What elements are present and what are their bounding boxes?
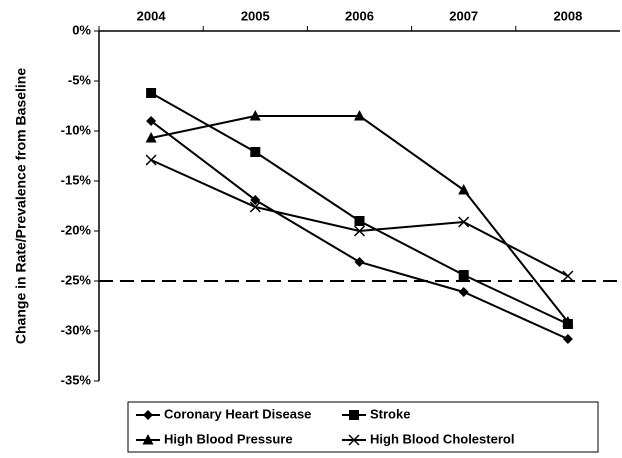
marker (458, 287, 469, 297)
legend-box (127, 401, 599, 453)
y-axis-label: Change in Rate/Prevalence from Baseline (13, 68, 29, 344)
x-tick-label: 2006 (345, 8, 374, 23)
marker (145, 132, 157, 143)
marker (562, 334, 573, 344)
marker (250, 195, 261, 205)
marker (349, 410, 359, 420)
marker (353, 225, 366, 237)
marker (354, 216, 365, 226)
marker (249, 110, 261, 121)
marker (249, 201, 261, 213)
legend-label: Coronary Heart Disease (164, 406, 311, 421)
marker (458, 270, 469, 280)
legend-label: Stroke (370, 406, 410, 421)
marker (458, 184, 470, 195)
y-tick-label: -35% (61, 372, 92, 387)
marker (458, 216, 470, 228)
marker (146, 116, 157, 126)
marker (145, 154, 157, 166)
marker (143, 410, 153, 420)
y-tick-label: -5% (68, 72, 92, 87)
marker (354, 110, 365, 121)
legend-label: High Blood Pressure (164, 431, 293, 446)
x-tick-label: 2007 (449, 8, 478, 23)
x-tick-label: 2005 (241, 8, 270, 23)
y-tick-label: -30% (61, 322, 92, 337)
y-tick-label: -10% (61, 122, 92, 137)
legend-label: High Blood Cholesterol (370, 431, 514, 446)
x-tick-label: 2008 (553, 8, 582, 23)
y-tick-label: 0% (72, 22, 91, 37)
marker (146, 88, 157, 98)
x-tick-label: 2004 (137, 8, 167, 23)
marker (562, 316, 574, 327)
marker (250, 147, 261, 157)
marker (142, 434, 154, 445)
marker (354, 257, 365, 267)
marker (562, 270, 574, 282)
y-tick-label: -25% (61, 272, 92, 287)
y-tick-label: -20% (61, 222, 92, 237)
series-line (150, 92, 569, 325)
marker (348, 434, 360, 446)
y-tick-label: -15% (61, 172, 92, 187)
